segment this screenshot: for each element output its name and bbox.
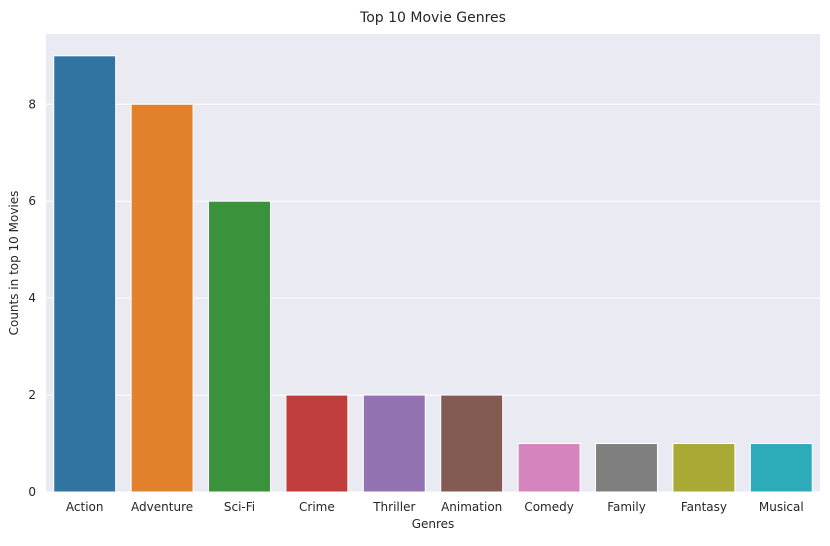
bars — [53, 55, 813, 493]
bar-thriller — [362, 394, 426, 493]
x-tick-label: Sci-Fi — [224, 500, 255, 514]
bar-animation — [440, 394, 504, 493]
x-tick-labels: Action Adventure Sci-Fi Crime Thriller Animat… — [66, 500, 804, 514]
bar-musical — [749, 443, 813, 493]
chart-title: Top 10 Movie Genres — [359, 10, 506, 26]
x-tick-label: Adventure — [131, 500, 193, 514]
bar-fantasy — [672, 443, 736, 493]
y-tick-label: 0 — [28, 485, 36, 499]
bar-action — [53, 55, 117, 493]
x-tick-label: Family — [607, 500, 646, 514]
x-tick-label: Fantasy — [681, 500, 727, 514]
x-tick-label: Musical — [759, 500, 804, 514]
x-tick-label: Thriller — [372, 500, 415, 514]
x-axis-label: Genres — [412, 517, 455, 531]
x-tick-label: Action — [66, 500, 104, 514]
y-tick-label: 4 — [28, 291, 36, 305]
y-tick-label: 2 — [28, 388, 36, 402]
bar-sci-fi — [208, 200, 271, 493]
x-tick-label: Comedy — [524, 500, 574, 514]
bar-comedy — [517, 443, 581, 493]
y-tick-labels: 0 2 4 6 8 — [28, 97, 36, 499]
y-tick-label: 6 — [28, 194, 36, 208]
bar-family — [595, 443, 658, 493]
y-tick-label: 8 — [28, 97, 36, 111]
x-tick-label: Crime — [299, 500, 335, 514]
x-tick-label: Animation — [441, 500, 502, 514]
y-axis-label: Counts in top 10 Movies — [7, 191, 21, 336]
bar-crime — [285, 394, 349, 493]
bar-adventure — [130, 103, 194, 493]
